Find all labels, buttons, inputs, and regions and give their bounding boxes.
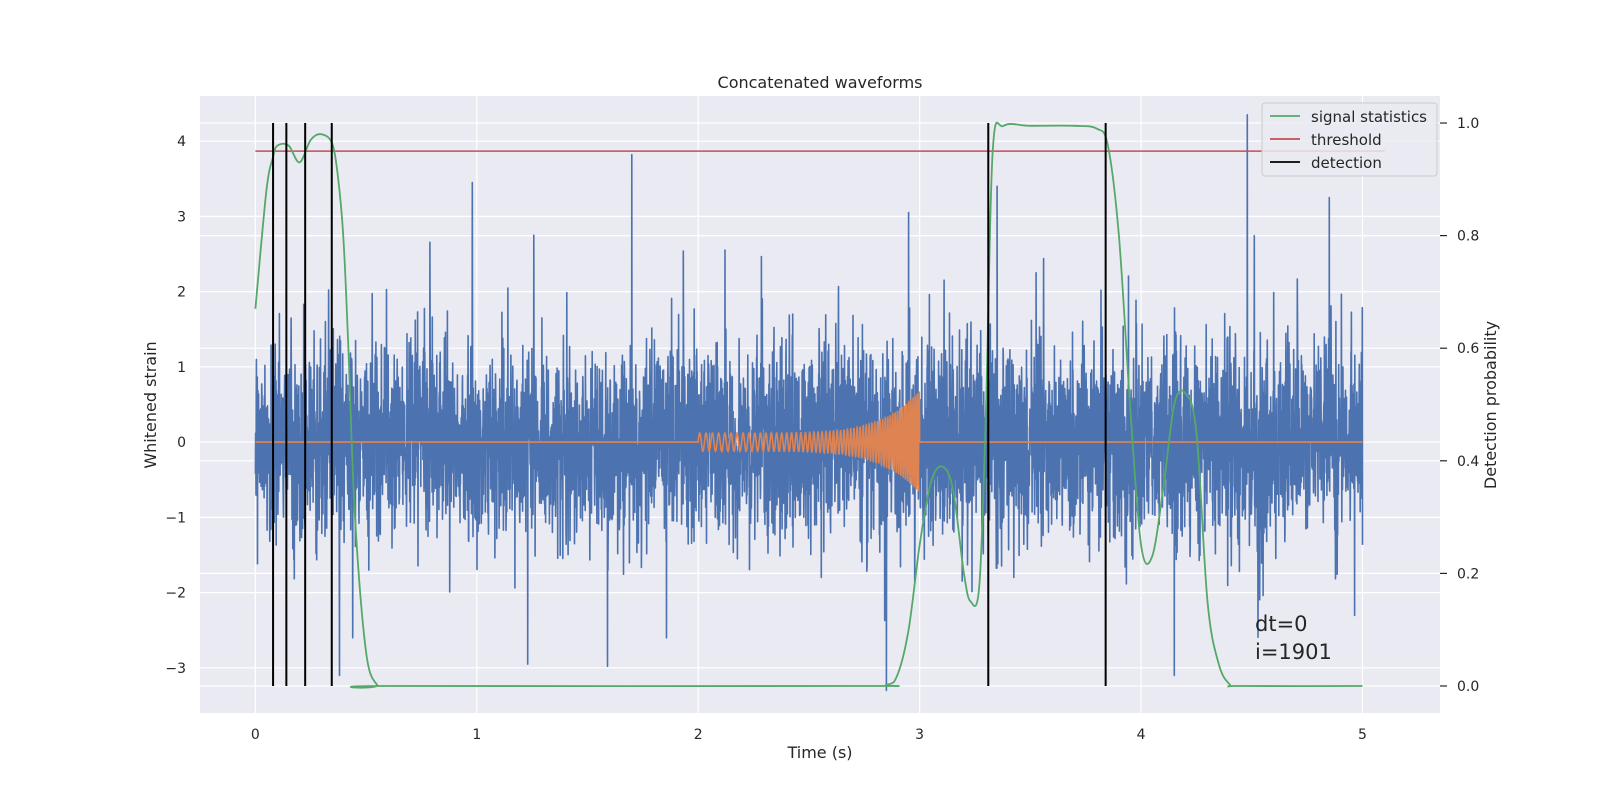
x-tick-label-1: 1	[472, 727, 481, 743]
x-tick-label-2: 2	[694, 727, 703, 743]
y-tick-label-1: −2	[165, 586, 186, 602]
series-layer	[254, 114, 1385, 692]
x-tick-label-0: 0	[251, 727, 260, 743]
chart-title: Concatenated waveforms	[718, 73, 923, 92]
y2-tick-label-2: 0.4	[1457, 454, 1479, 470]
x-axis-label: Time (s)	[786, 743, 852, 762]
y-tick-label-4: 1	[177, 360, 186, 376]
y2-tick-label-3: 0.6	[1457, 341, 1479, 357]
annotation-dt: dt=0	[1255, 612, 1308, 636]
series-waveform	[255, 391, 1363, 492]
legend-label-signal-statistics: signal statistics	[1311, 108, 1427, 126]
y-tick-label-5: 2	[177, 285, 186, 301]
y-axis-label: Whitened strain	[141, 341, 160, 468]
y2-axis-label: Detection probability	[1481, 321, 1500, 489]
x-tick-label-3: 3	[915, 727, 924, 743]
legend: signal statistics threshold detection	[1261, 102, 1438, 177]
y-tick-label-3: 0	[177, 435, 186, 451]
legend-label-detection: detection	[1311, 154, 1382, 172]
series-signal-statistics	[254, 121, 1363, 689]
legend-label-threshold: threshold	[1311, 131, 1382, 149]
y2-tick-label-4: 0.8	[1457, 229, 1479, 245]
annotation-index: i=1901	[1255, 640, 1332, 664]
y-tick-label-6: 3	[177, 209, 186, 225]
y-tick-label-2: −1	[165, 510, 186, 526]
y2-tick-label-1: 0.2	[1457, 566, 1479, 582]
x-tick-label-5: 5	[1358, 727, 1367, 743]
y-tick-label-0: −3	[165, 661, 186, 677]
ticks-layer: 0 1 2 3 4 5 −3 −2 −1 0 1 2 3 4 0.0 0.2 0.4 0.6 0.8 1.0	[165, 116, 1479, 743]
y-tick-label-7: 4	[177, 134, 186, 150]
x-tick-label-4: 4	[1137, 727, 1146, 743]
y2-tick-label-5: 1.0	[1457, 116, 1479, 132]
legend-box	[1261, 102, 1438, 177]
y2-tick-label-0: 0.0	[1457, 679, 1479, 695]
